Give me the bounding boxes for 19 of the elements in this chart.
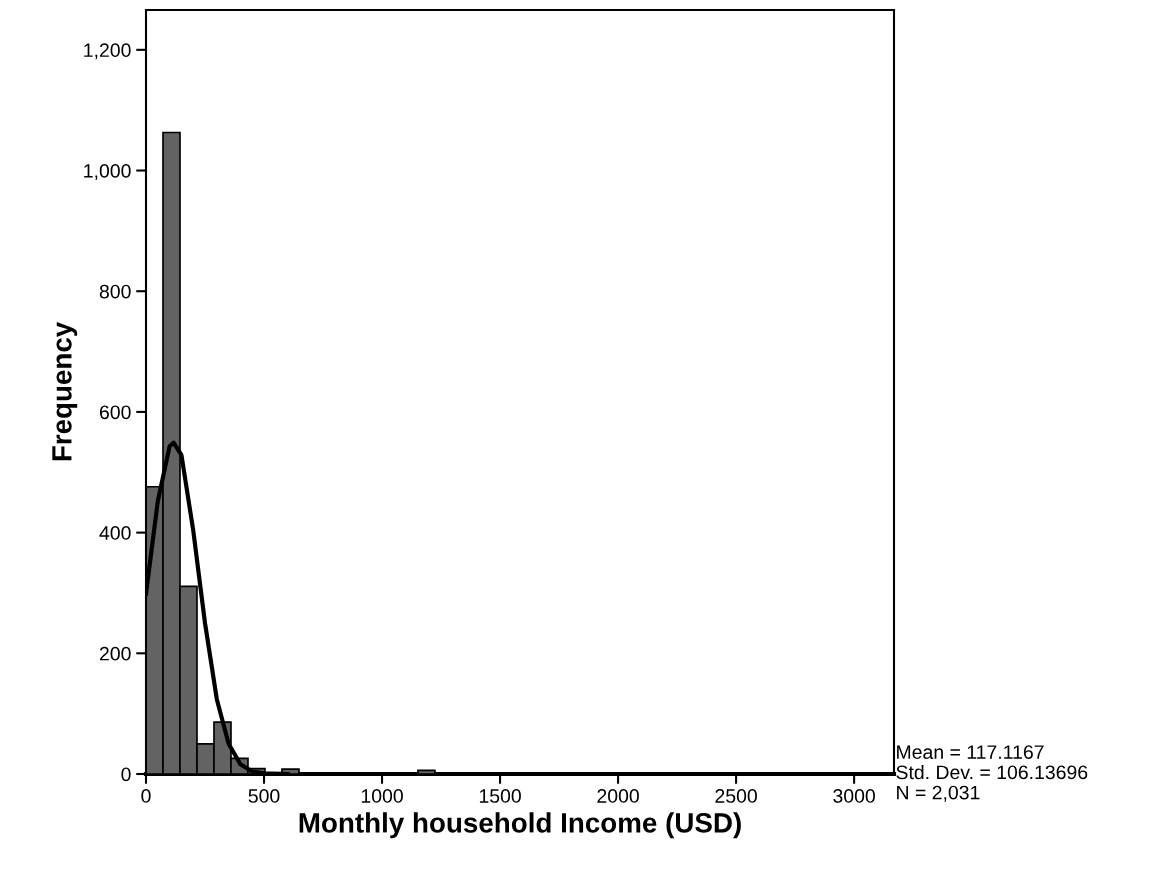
y-tick-label: 1,200 xyxy=(84,43,131,60)
y-tick-label: 800 xyxy=(99,284,131,299)
text: N = 2,031 xyxy=(897,785,980,802)
x-tick-label: 2000 xyxy=(597,789,639,803)
x-tick-label: 1500 xyxy=(479,789,521,803)
y-tick-label: 1,000 xyxy=(84,163,131,181)
x-tick-label: 3000 xyxy=(833,789,875,803)
x-tick-label: 500 xyxy=(248,789,280,803)
text: Mean = 117.1167 xyxy=(897,745,1044,759)
x-tick-label: 2500 xyxy=(715,789,757,803)
text: Std. Dev. = 106.13696 xyxy=(896,764,1088,780)
x-tick-label: 0 xyxy=(141,789,151,803)
y-tick-label: 200 xyxy=(99,646,131,661)
y-axis-title: Frequency xyxy=(52,321,78,461)
y-tick-label: 600 xyxy=(99,405,131,420)
y-tick-label: 400 xyxy=(99,526,131,540)
y-tick-label: 0 xyxy=(121,767,131,782)
x-axis-title: Monthly household Income (USD) xyxy=(299,812,741,839)
x-tick-label: 1000 xyxy=(361,789,403,803)
